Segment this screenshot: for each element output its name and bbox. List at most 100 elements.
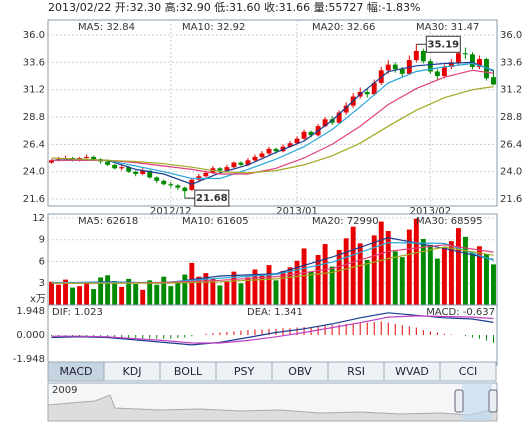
- tab-label[interactable]: CCI: [459, 365, 478, 378]
- navigator-label: 2009: [52, 385, 77, 396]
- volume-bar: [245, 277, 251, 305]
- volume-bar: [252, 269, 258, 305]
- volume-bar: [133, 283, 139, 305]
- legend-entry: MA20: 72990: [312, 216, 379, 227]
- volume-bar: [224, 281, 230, 305]
- volume-bar: [217, 285, 223, 305]
- volume-bar: [308, 271, 314, 305]
- candle-body: [217, 168, 223, 171]
- candle-body: [119, 167, 125, 169]
- volume-bar: [364, 260, 370, 305]
- candle-body: [477, 58, 482, 67]
- volume-bar: [105, 275, 111, 305]
- volume-bar: [385, 231, 391, 305]
- tab-label[interactable]: BOLL: [174, 365, 203, 378]
- volume-bar: [441, 247, 447, 305]
- volume-bar: [231, 271, 237, 305]
- volume-bar: [196, 276, 202, 305]
- legend-entry: DEA: 1.341: [247, 307, 303, 318]
- x-tick-label: 2013/01: [276, 206, 318, 217]
- y-tick-label: 31.2: [500, 85, 522, 96]
- candle-body: [273, 148, 279, 152]
- y-tick-label: 24.0: [500, 167, 522, 178]
- legend-entry: MA20: 32.66: [312, 22, 375, 33]
- y-tick-label: 12: [32, 213, 45, 224]
- volume-bar: [301, 248, 307, 305]
- volume-bar: [287, 267, 293, 305]
- navigator-handle[interactable]: [454, 389, 464, 413]
- volume-bar: [70, 287, 76, 305]
- volume-bar: [322, 244, 328, 305]
- candle-body: [168, 184, 174, 186]
- candle-body: [84, 156, 90, 159]
- y-tick-label: 36.0: [500, 30, 522, 41]
- annotation-box: [425, 35, 461, 53]
- candle-body: [112, 164, 118, 169]
- candle-body: [49, 160, 54, 163]
- y-tick-label: 26.4: [500, 139, 522, 150]
- y-tick-label: 31.2: [23, 85, 45, 96]
- volume-bar: [112, 281, 118, 305]
- volume-bar: [168, 286, 174, 305]
- volume-bar: [336, 249, 342, 305]
- volume-bar: [378, 221, 384, 305]
- candle-body: [266, 148, 272, 154]
- candle-body: [301, 131, 307, 139]
- unit-label: x万: [30, 294, 46, 305]
- ma-line: [51, 61, 494, 185]
- candle-body: [91, 156, 97, 160]
- navigator: 2009: [47, 382, 498, 422]
- volume-bar: [49, 281, 54, 305]
- volume-bar: [350, 226, 356, 305]
- volume-bar: [266, 265, 272, 305]
- tab-label[interactable]: OBV: [288, 365, 312, 378]
- y-tick-label: 33.6: [500, 57, 522, 68]
- volume-bar: [203, 273, 209, 305]
- panel: [47, 304, 498, 366]
- tab-label[interactable]: RSI: [347, 365, 365, 378]
- candle-body: [182, 187, 188, 192]
- candle-body: [259, 153, 265, 157]
- y-tick-label: 6: [39, 256, 45, 267]
- candle-body: [434, 71, 440, 77]
- volume-bar: [484, 254, 489, 305]
- legend-entry: MA5: 32.84: [78, 22, 135, 33]
- volume-bar: [147, 280, 153, 305]
- candle-body: [462, 53, 468, 55]
- candle-body: [294, 138, 300, 144]
- tab[interactable]: [439, 361, 497, 382]
- volume-bar: [56, 284, 61, 305]
- legend-entry: MA30: 31.47: [416, 22, 479, 33]
- tab-label[interactable]: WVAD: [395, 365, 429, 378]
- y-tick-label: 3: [39, 278, 45, 289]
- tab-label[interactable]: MACD: [60, 365, 93, 378]
- annotation-label: 35.19: [428, 39, 460, 50]
- y-tick-label: 26.4: [23, 139, 45, 150]
- candle-body: [154, 177, 160, 181]
- candle-body: [392, 64, 398, 70]
- candle-body: [469, 54, 475, 67]
- candle-body: [308, 131, 314, 136]
- volume-bar: [455, 228, 461, 305]
- y-tick-label: -1.948: [13, 354, 45, 365]
- navigator-handle[interactable]: [488, 389, 498, 413]
- tab-label[interactable]: KDJ: [123, 365, 142, 378]
- candle-body: [140, 170, 146, 174]
- candle-body: [245, 160, 251, 165]
- candle-body: [441, 66, 447, 77]
- legend-entry: MA5: 62618: [78, 216, 138, 227]
- volume-bar: [434, 258, 440, 305]
- candle-body: [147, 170, 153, 178]
- header: 2013/02/22 开:32.30 高:32.90 低:31.60 收:31.…: [48, 0, 421, 14]
- legend-entry: MA10: 32.92: [182, 22, 245, 33]
- volume-bar: [63, 279, 68, 305]
- tab-label[interactable]: PSY: [234, 365, 255, 378]
- volume-bar: [413, 218, 419, 305]
- y-tick-label: 28.8: [23, 112, 45, 123]
- y-tick-label: 33.6: [23, 57, 45, 68]
- navigator-window[interactable]: [462, 383, 492, 421]
- candle-body: [287, 143, 293, 147]
- volume-bar: [280, 270, 286, 305]
- volume-bar: [294, 260, 300, 305]
- volume-bar: [406, 229, 412, 305]
